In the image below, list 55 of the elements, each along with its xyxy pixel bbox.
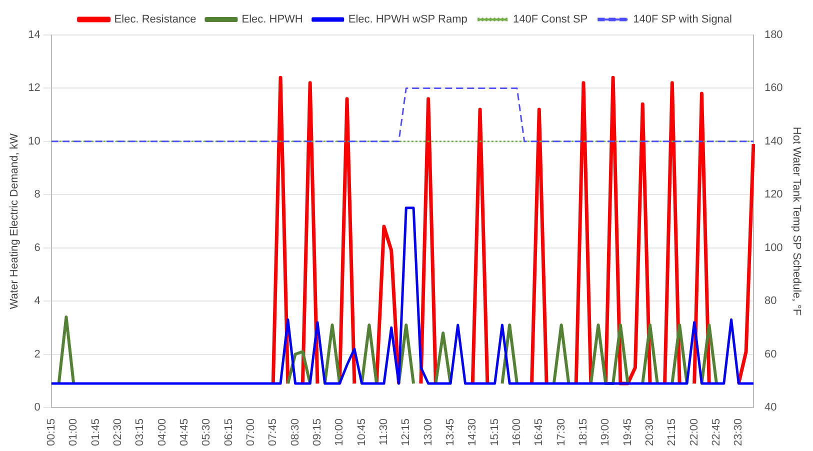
x-tick-label: 12:15 [400,418,412,446]
x-tick-label: 23:30 [732,418,745,446]
y-tick-label: 14 [28,29,40,42]
y2-tick-label: 180 [764,29,783,42]
x-tick-label: 10:00 [334,418,346,446]
x-tick-label: 18:15 [578,418,590,446]
x-tick-label: 15:15 [488,418,501,446]
x-tick-label: 19:45 [622,418,634,446]
x-tick-label: 16:00 [511,418,524,446]
x-tick-label: 04:45 [178,418,190,446]
x-tick-label: 11:30 [378,418,390,446]
x-tick-label: 01:00 [68,418,80,446]
x-tick-label: 13:45 [444,418,457,446]
x-tick-label: 22:45 [710,418,723,446]
x-tick-label: 16:45 [533,418,546,446]
x-tick-label: 08:30 [289,418,302,446]
x-tick-label: 07:45 [267,418,280,446]
legend-label: 140F Const SP [513,14,588,26]
y2-axis-title: Hot Water Tank Temp SP Schedule, °F [790,126,802,316]
x-tick-label: 03:15 [134,418,146,446]
y-tick-label: 2 [34,348,40,360]
x-tick-label: 04:00 [156,418,168,446]
x-tick-label: 01:45 [90,418,102,446]
y-tick-label: 0 [34,402,40,414]
y2-tick-label: 100 [764,242,783,254]
x-tick-label: 21:15 [666,418,678,446]
x-tick-label: 14:30 [466,418,479,446]
y2-tick-label: 40 [764,402,777,414]
y-axis-title: Water Heating Electric Demand, kW [8,132,21,310]
y2-tick-label: 80 [764,295,777,308]
x-tick-label: 20:30 [644,418,656,446]
y2-tick-label: 60 [764,348,777,360]
legend-label: Elec. Resistance [114,14,196,26]
x-tick-label: 13:00 [422,418,434,446]
x-tick-label: 00:15 [45,418,58,446]
x-tick-label: 07:00 [244,418,257,446]
legend-label: 140F SP with Signal [633,14,732,26]
x-tick-label: 19:00 [600,418,612,446]
y2-tick-label: 160 [764,82,783,94]
x-tick-label: 10:45 [356,418,368,446]
x-tick-label: 17:30 [555,418,568,446]
y-tick-label: 4 [34,295,40,308]
x-tick-label: 06:15 [222,418,235,446]
x-tick-label: 09:15 [311,418,324,446]
legend-label: Elec. HPWH wSP Ramp [348,14,468,26]
y2-tick-label: 140 [764,135,783,148]
y-tick-label: 8 [34,188,40,201]
x-tick-label: 02:30 [112,418,124,446]
y-tick-label: 12 [28,82,40,94]
x-tick-label: 22:00 [688,418,700,446]
y2-tick-label: 120 [764,188,783,201]
legend-label: Elec. HPWH [242,14,303,26]
y-tick-label: 10 [28,135,40,148]
y-tick-label: 6 [34,242,40,254]
x-tick-label: 05:30 [200,418,213,446]
